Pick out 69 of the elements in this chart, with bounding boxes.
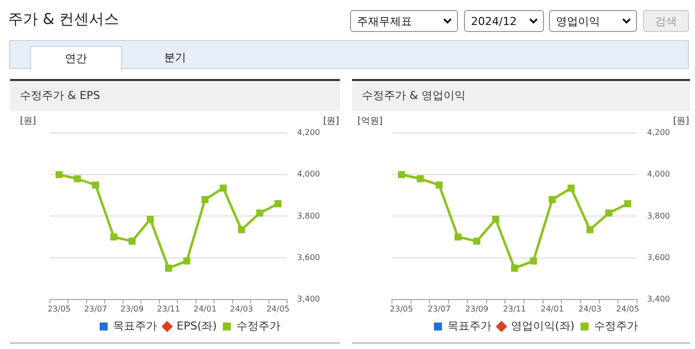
x-tick-label: 24/03	[578, 304, 602, 314]
x-tick-label: 24/05	[266, 304, 290, 314]
legend-label: 수정주가	[236, 319, 280, 332]
point	[511, 264, 518, 272]
y2-tick-label: 4,200	[647, 128, 670, 138]
x-tick-label: 23/09	[120, 304, 144, 314]
y2-tick-label: 4,000	[297, 170, 320, 179]
y2-tick-label: 3,600	[647, 252, 670, 262]
point	[165, 264, 172, 272]
point	[586, 226, 594, 234]
legend-label: 목표주가	[113, 319, 158, 332]
point	[146, 216, 154, 223]
legend-label: EPS(좌)	[176, 319, 217, 332]
y2-axis-title: [원]	[673, 116, 690, 126]
point	[492, 216, 500, 223]
legend-label: 수정주가	[594, 319, 638, 332]
y2-tick-label: 4,200	[297, 128, 320, 138]
x-tick-label: 24/03	[230, 304, 254, 314]
y2-tick-label: 3,800	[297, 211, 320, 220]
x-tick-label: 24/01	[540, 304, 564, 314]
y2-tick-label: 3,400	[297, 294, 320, 304]
point	[530, 257, 537, 264]
point	[473, 238, 480, 245]
point	[74, 175, 81, 182]
point	[220, 184, 227, 192]
point	[128, 238, 136, 245]
y2-axis-title: [원]	[323, 116, 340, 126]
point	[605, 210, 612, 217]
point	[436, 181, 443, 189]
x-tick-label: 23/05	[390, 304, 413, 314]
point	[454, 233, 462, 241]
text: 연간	[30, 46, 122, 71]
x-tick-label: 23/05	[48, 304, 71, 314]
chart-title: 수정주가 & EPS	[10, 81, 340, 111]
point	[568, 184, 575, 192]
x-tick-label: 24/01	[193, 304, 217, 314]
y2-tick-label: 4,000	[647, 170, 670, 179]
text: 주가 & 컨센서스	[8, 10, 120, 29]
text: 주재무제표	[350, 10, 458, 32]
y2-tick-label: 3,400	[647, 294, 670, 304]
point	[110, 233, 118, 241]
x-tick-label: 24/05	[616, 304, 640, 314]
x-tick-label: 23/11	[157, 304, 180, 314]
point	[398, 171, 405, 178]
y2-tick-label: 3,600	[297, 252, 320, 262]
x-tick-label: 23/07	[84, 304, 108, 314]
point	[238, 226, 246, 234]
y-axis-title: [원]	[20, 116, 36, 126]
point	[256, 210, 264, 217]
y2-tick-label: 3,800	[647, 211, 670, 220]
chart-title: 수정주가 & 영업이익	[352, 81, 690, 111]
point	[183, 257, 190, 264]
y-axis-title: [억원]	[357, 116, 383, 126]
x-tick-label: 23/07	[428, 304, 451, 314]
text: 검색	[643, 10, 689, 32]
point	[274, 200, 282, 208]
point	[56, 171, 63, 178]
text: 2024/12	[464, 10, 544, 32]
legend-label: 목표주가	[447, 319, 492, 332]
point	[416, 175, 424, 182]
x-tick-label: 23/09	[465, 304, 488, 314]
legend-label: 영업이익(좌)	[510, 319, 575, 332]
point	[92, 181, 100, 189]
x-tick-label: 23/11	[503, 304, 526, 314]
point	[624, 200, 632, 208]
text: 분기	[163, 50, 187, 66]
text: 영업이익	[549, 10, 637, 32]
point	[548, 196, 556, 204]
point	[201, 196, 209, 204]
